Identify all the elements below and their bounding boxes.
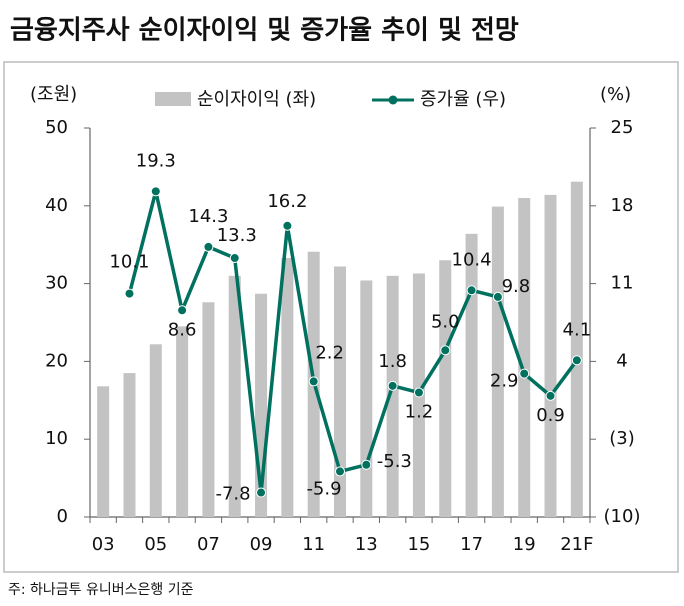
data-label: 13.3 — [217, 225, 257, 246]
bar — [97, 386, 110, 517]
bar — [465, 233, 478, 518]
y-tick-label: 40 — [45, 195, 68, 216]
y-tick-label: 50 — [45, 117, 68, 138]
line-point — [492, 291, 503, 302]
bar — [255, 293, 268, 517]
line-point — [413, 387, 424, 398]
x-tick-label: 15 — [407, 534, 430, 555]
line-point — [308, 376, 319, 387]
data-label: 16.2 — [267, 191, 307, 212]
line-point — [519, 368, 530, 379]
data-label: -5.9 — [306, 478, 341, 499]
y2-tick-label: 11 — [611, 273, 634, 294]
line-point — [229, 253, 240, 264]
chart-title: 금융지주사 순이자이익 및 증가율 추이 및 전망 — [10, 16, 519, 46]
y2-tick-label: (10) — [604, 506, 641, 527]
data-label: 10.1 — [109, 252, 149, 273]
y2-tick-label: (3) — [609, 428, 635, 449]
data-label: 9.8 — [502, 276, 531, 297]
y2-axis-label: (%) — [600, 84, 631, 105]
bar — [176, 326, 189, 517]
legend-swatch — [155, 92, 191, 106]
data-label: -7.8 — [215, 484, 250, 505]
bar — [491, 206, 504, 517]
data-label: 10.4 — [452, 249, 492, 270]
y2-tick-label: 4 — [616, 350, 627, 371]
line-point — [203, 241, 214, 252]
bar — [544, 194, 557, 517]
y-tick-label: 0 — [57, 506, 68, 527]
line-point — [387, 380, 398, 391]
line-point — [545, 390, 556, 401]
bar — [570, 181, 583, 517]
bar — [281, 257, 294, 517]
x-tick-label: 19 — [513, 534, 536, 555]
line-point — [124, 288, 135, 299]
data-label: 8.6 — [168, 319, 197, 340]
line-point — [466, 285, 477, 296]
x-tick-label: 11 — [302, 534, 325, 555]
bar — [360, 280, 373, 517]
data-label: 0.9 — [536, 405, 565, 426]
legend-label: 증가율 (우) — [420, 89, 506, 110]
y2-tick-label: 18 — [611, 195, 634, 216]
x-tick-label: 21F — [560, 534, 593, 555]
frame — [3, 61, 679, 573]
line-point — [440, 345, 451, 356]
line-point — [256, 487, 267, 498]
data-label: 2.9 — [490, 371, 519, 392]
data-label: -5.3 — [377, 451, 412, 472]
line-point — [150, 186, 161, 197]
line-point — [282, 220, 293, 231]
data-label: 1.8 — [378, 351, 407, 372]
y-tick-label: 20 — [45, 350, 68, 371]
line-point — [335, 466, 345, 477]
legend-label: 순이자이익 (좌) — [197, 89, 316, 110]
line-point — [571, 355, 582, 366]
footnote: 주: 하나금투 유니버스은행 기준 — [8, 582, 194, 598]
data-label: 4.1 — [563, 319, 592, 340]
bar — [439, 260, 452, 517]
bar — [202, 302, 215, 517]
x-tick-label: 17 — [460, 534, 483, 555]
x-tick-label: 05 — [144, 534, 167, 555]
data-label: 1.2 — [405, 402, 434, 423]
data-label: 14.3 — [188, 206, 228, 227]
bar — [334, 266, 346, 517]
y2-tick-label: 25 — [611, 117, 634, 138]
data-label: 19.3 — [136, 150, 176, 171]
bar — [386, 275, 399, 517]
y-tick-label: 10 — [45, 428, 68, 449]
x-tick-label: 07 — [197, 534, 220, 555]
data-label: 5.0 — [431, 311, 460, 332]
line-point — [361, 459, 372, 470]
data-label: 2.2 — [315, 342, 344, 363]
x-tick-label: 09 — [250, 534, 273, 555]
bar — [149, 344, 162, 517]
line — [127, 189, 579, 495]
x-tick-label: 03 — [92, 534, 115, 555]
legend-swatch — [388, 95, 398, 105]
bar — [228, 275, 241, 517]
y-axis-label: (조원) — [30, 84, 77, 105]
bar — [518, 198, 531, 517]
x-tick-label: 13 — [355, 534, 378, 555]
line-point — [177, 305, 188, 316]
y-tick-label: 30 — [45, 273, 68, 294]
bar — [123, 373, 136, 517]
